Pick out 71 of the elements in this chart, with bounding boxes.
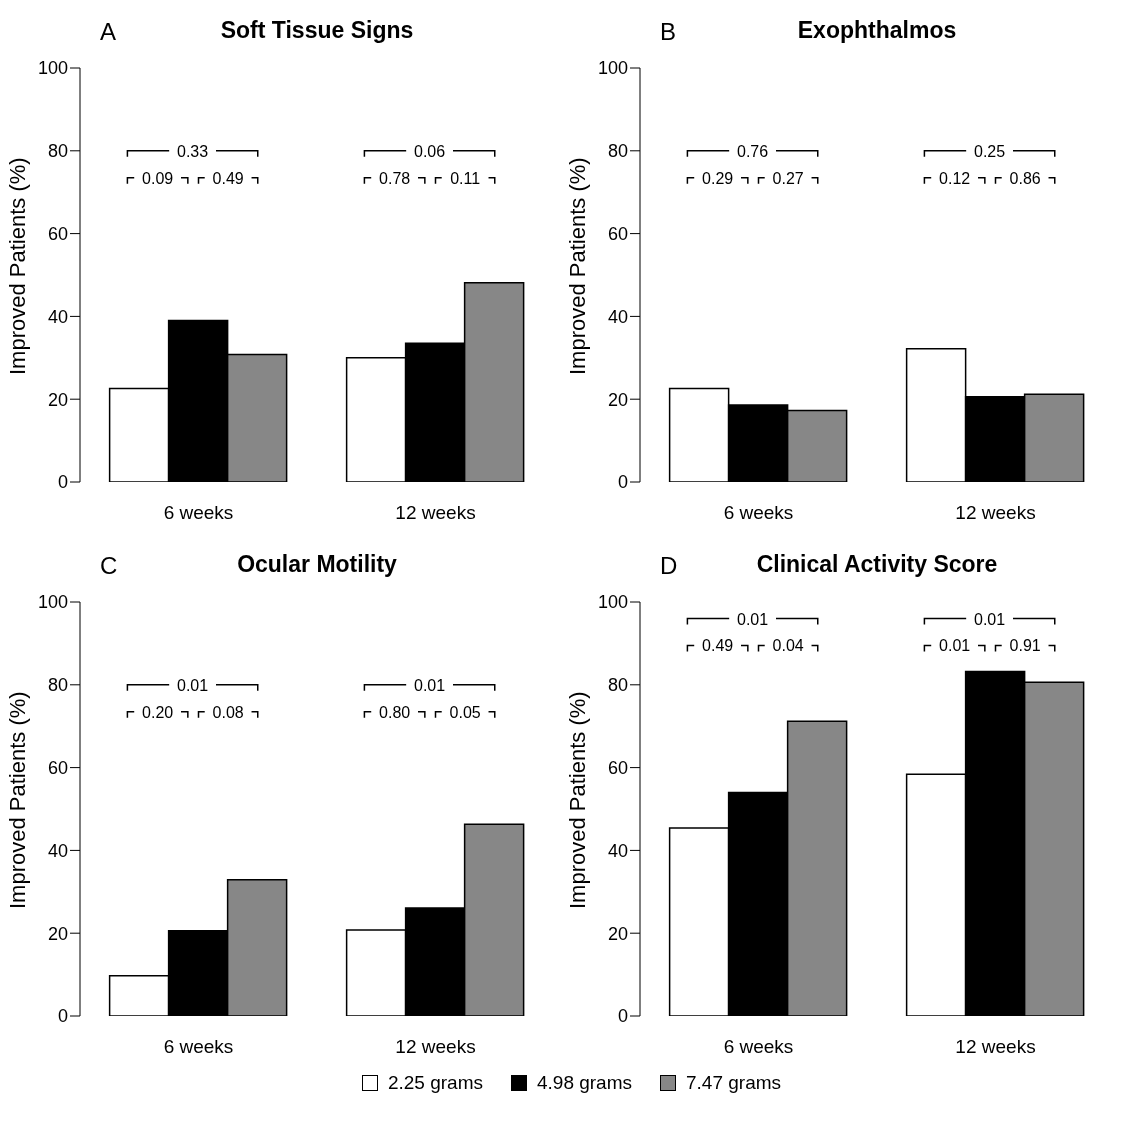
- chart-title: Soft Tissue Signs: [220, 17, 414, 43]
- y-tick-label: 80: [607, 141, 628, 162]
- y-tick-label: 60: [47, 223, 68, 244]
- y-tick-label: 100: [597, 592, 628, 613]
- text: A: [100, 18, 117, 45]
- chart-title: Exophthalmos: [797, 17, 957, 43]
- text: D: [660, 552, 678, 579]
- y-tick-label: 60: [607, 757, 628, 778]
- annotation: 0.49: [702, 637, 734, 655]
- y-tick-label: 100: [37, 592, 68, 613]
- annotation: 0.91: [1009, 637, 1041, 655]
- y-tick-label: 60: [607, 223, 628, 244]
- x-tick-label: 12 weeks: [395, 1036, 476, 1058]
- y-tick-label: 40: [47, 840, 68, 861]
- y-tick-label: 0: [57, 1006, 68, 1027]
- annotation: 0.08: [212, 703, 244, 721]
- legend-label: 7.47 grams: [686, 1072, 782, 1094]
- y-tick-label: 0: [617, 472, 628, 493]
- annotation: 0.09: [142, 169, 174, 187]
- y-axis-title: Improved Patients (%): [4, 691, 30, 909]
- y-axis-title: Improved Patients (%): [564, 157, 590, 375]
- y-tick-label: 40: [607, 306, 628, 327]
- x-tick-label: 6 weeks: [723, 1036, 794, 1058]
- annotation: 0.27: [772, 169, 804, 187]
- annotation: 0.05: [449, 703, 481, 721]
- y-tick-label: 20: [47, 923, 68, 944]
- y-tick-label: 100: [597, 58, 628, 79]
- y-tick-label: 40: [607, 840, 628, 861]
- chart-title: Clinical Activity Score: [756, 551, 998, 577]
- annotation: 0.80: [379, 703, 411, 721]
- text: B: [660, 18, 677, 45]
- legend-label: 2.25 grams: [387, 1072, 483, 1094]
- y-axis-title: Improved Patients (%): [4, 157, 30, 375]
- annotation: 0.06: [414, 142, 446, 160]
- y-tick-label: 100: [37, 58, 68, 79]
- y-tick-label: 60: [47, 757, 68, 778]
- annotation: 0.01: [177, 676, 209, 694]
- y-tick-label: 0: [57, 472, 68, 493]
- x-tick-label: 6 weeks: [723, 502, 794, 524]
- annotation: 0.12: [939, 169, 971, 187]
- annotation: 0.78: [379, 169, 411, 187]
- y-tick-label: 20: [607, 389, 628, 410]
- annotation: 0.01: [414, 676, 446, 694]
- annotation: 0.04: [772, 637, 804, 655]
- text: C: [100, 552, 118, 579]
- y-tick-label: 80: [607, 675, 628, 696]
- y-tick-label: 20: [607, 923, 628, 944]
- annotation: 0.11: [450, 169, 481, 187]
- x-tick-label: 6 weeks: [163, 502, 234, 524]
- y-tick-label: 0: [617, 1006, 628, 1027]
- chart-title: Ocular Motility: [237, 551, 398, 577]
- annotation: 0.76: [737, 142, 769, 160]
- annotation: 0.33: [177, 142, 209, 160]
- y-tick-label: 80: [47, 675, 68, 696]
- y-tick-label: 20: [47, 389, 68, 410]
- x-tick-label: 12 weeks: [955, 502, 1036, 524]
- annotation: 0.29: [702, 169, 734, 187]
- x-tick-label: 12 weeks: [395, 502, 476, 524]
- annotation: 0.49: [212, 169, 244, 187]
- annotation: 0.01: [737, 610, 769, 628]
- legend-label: 4.98 grams: [536, 1072, 633, 1094]
- annotation: 0.01: [939, 637, 971, 655]
- y-axis-title: Improved Patients (%): [564, 691, 590, 909]
- y-tick-label: 80: [47, 141, 68, 162]
- x-tick-label: 12 weeks: [955, 1036, 1036, 1058]
- annotation: 0.20: [142, 703, 174, 721]
- annotation: 0.86: [1009, 169, 1041, 187]
- annotation: 0.25: [974, 142, 1006, 160]
- y-tick-label: 40: [47, 306, 68, 327]
- x-tick-label: 6 weeks: [163, 1036, 234, 1058]
- annotation: 0.01: [974, 610, 1006, 628]
